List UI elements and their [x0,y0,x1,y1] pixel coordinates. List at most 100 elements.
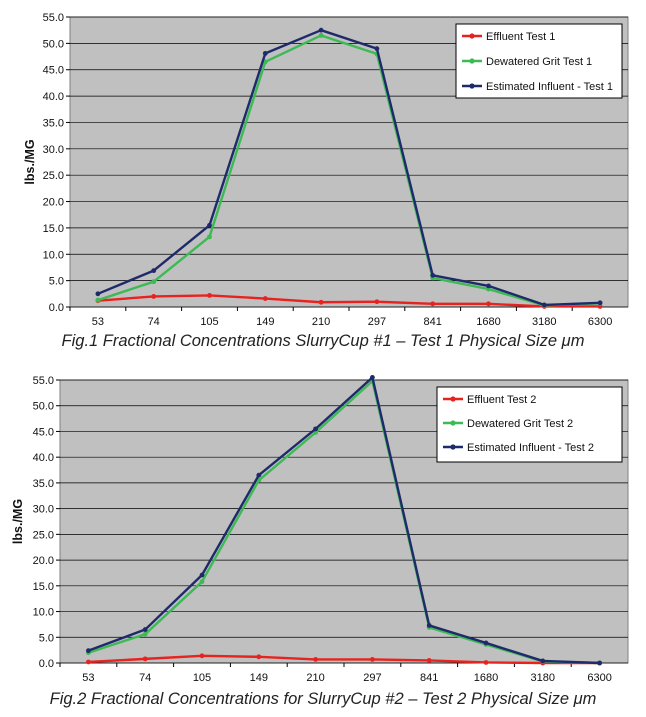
chart-1-x-tick-label: 6300 [588,316,612,328]
chart-1-x-tick-label: 841 [424,316,442,328]
chart-2-series-1-point [483,660,489,665]
chart-1-series-1-point [374,299,380,305]
chart-2-caption: Fig.2 Fractional Concentrations for Slur… [49,690,597,708]
chart-1-y-tick-label: 45.0 [43,65,64,77]
chart-2-series-line-1 [88,654,600,665]
chart-1-y-tick-label: 40.0 [43,91,64,103]
chart-2-series-3-point [256,472,262,478]
chart-1-legend-label-1: Effluent Test 1 [486,31,555,43]
chart-2-y-tick-label: 55.0 [33,375,54,387]
chart-2-x-tick-label: 210 [306,672,324,684]
chart-1-series-3-point [95,291,101,297]
chart-2-y-tick-label: 5.0 [39,632,54,644]
chart-1-series-3-point [430,272,436,278]
chart-2-legend-label-3: Estimated Influent - Test 2 [467,442,594,454]
chart-1-series-3-point [151,268,157,274]
chart-2-y-tick-label: 15.0 [33,581,54,593]
chart-1-y-tick-label: 35.0 [43,117,64,129]
chart-1-series-1-point [151,294,157,299]
chart-1-legend-marker-1 [469,33,475,39]
chart-1-x-tick-label: 297 [368,316,386,328]
chart-1-series-1-point [318,299,324,305]
chart-2-legend-marker-3 [450,444,456,450]
chart-1-x-tick-label: 149 [256,316,274,328]
chart-1-x-tick-label: 210 [312,316,330,328]
chart-1-caption: Fig.1 Fractional Concentrations SlurryCu… [61,332,585,350]
chart-2-x-tick-label: 1680 [474,672,498,684]
chart-1-y-tick-label: 30.0 [43,144,64,156]
chart-1-series-2-point [207,234,212,240]
chart-2-x-tick-label: 841 [420,672,438,684]
chart-2-y-tick-label: 0.0 [39,658,54,670]
chart-2: 0.0 5.0 10.0 15.0 20.0 25.0 30.0 35.0 40.0 45.0 50… [0,360,646,717]
chart-2-legend-marker-2 [450,420,456,426]
chart-2-series-1-point [199,653,205,659]
chart-2-x-tick-label: 105 [193,672,211,684]
chart-1-y-tick-label: 20.0 [43,197,64,209]
chart-2-series-1-point [256,654,262,660]
chart-2-y-tick-label: 10.0 [33,607,54,619]
chart-1-series-2-point [95,297,101,303]
chart-1-y-tick-label: 50.0 [43,38,64,50]
chart-2-legend-marker-1 [450,396,456,402]
chart-1-series-3-point [597,300,603,306]
chart-1-y-tick-label: 0.0 [49,302,64,314]
chart-2-legend-label-1: Effluent Test 2 [467,394,536,406]
chart-1-y-tick-label: 25.0 [43,170,64,182]
chart-1-series-1-point [486,301,491,307]
chart-2-y-axis-label: lbs./MG [11,499,25,544]
chart-2-series-3-point [483,640,489,646]
chart-1-series-3-point [374,46,380,52]
chart-2-series-3-point [540,658,546,664]
chart-2-series-2-point [142,631,148,637]
chart-2-series-1-point [370,656,375,662]
chart-2-series-1-point [313,656,318,662]
chart-1-x-tick-label: 74 [148,316,160,328]
chart-1-y-tick-label: 5.0 [49,276,64,288]
chart-2-y-tick-label: 30.0 [33,504,54,516]
chart-2-series-3-point [199,572,205,578]
chart-1-plot: 0.0 5.0 10.0 15.0 20.0 25.0 30.0 35.0 40.0 45.0 50… [23,12,629,328]
chart-1-legend-label-2: Dewatered Grit Test 1 [486,56,592,68]
chart-1-series-line-2 [97,34,601,307]
chart-2-x-tick-label: 3180 [531,672,555,684]
chart-2-series-3-point [426,623,432,628]
chart-2-y-tick-label: 35.0 [33,478,54,490]
chart-1-y-tick-label: 10.0 [43,249,64,261]
chart-1-series-2-point [318,33,324,38]
chart-1-legend-marker-3 [469,83,475,89]
chart-2-y-tick-label: 25.0 [33,529,54,541]
chart-2-series-3-point [370,375,375,380]
chart-1-series-3-point [541,302,547,308]
chart-2-series-1-point [426,658,432,663]
chart-2-y-tick-label: 45.0 [33,426,54,438]
chart-1-x-tick-label: 105 [200,316,218,328]
chart-1-y-tick-label: 55.0 [43,12,64,24]
chart-1-series-3-point [262,50,268,56]
chart-2-y-tick-label: 40.0 [33,452,54,464]
chart-1-series-1-point [262,296,268,301]
chart-1-x-tick-label: 3180 [532,316,556,328]
chart-1-series-line-3 [97,28,601,307]
chart-1-series-3-point [207,222,212,228]
chart-2-series-3-point [313,426,318,432]
chart-2-series-3-point [142,627,148,632]
chart-1-x-tick-label: 53 [92,316,104,328]
chart-1-legend-label-3: Estimated Influent - Test 1 [486,81,613,93]
chart-2-x-tick-label: 297 [363,672,381,684]
chart-2-y-tick-label: 50.0 [33,401,54,413]
chart-1-series-1-point [430,301,436,307]
chart-2-x-tick-label: 53 [82,672,94,684]
chart-2-series-2-point [199,579,205,585]
chart-2-x-tick-label: 6300 [587,672,611,684]
chart-2-x-tick-label: 149 [250,672,268,684]
chart-2-plot: 0.0 5.0 10.0 15.0 20.0 25.0 30.0 35.0 40.0 45.0 50… [11,375,629,684]
chart-1-legend-box [455,23,623,99]
chart-1: 0.0 5.0 10.0 15.0 20.0 25.0 30.0 35.0 40.0 45.0 50… [0,0,646,358]
chart-2-legend-box [436,386,623,463]
chart-1-series-2-point [151,279,157,285]
chart-1-series-line-1 [97,294,601,308]
chart-2-series-3-point [597,660,602,666]
chart-2-y-tick-label: 20.0 [33,555,54,567]
chart-1-legend-marker-2 [469,58,475,64]
